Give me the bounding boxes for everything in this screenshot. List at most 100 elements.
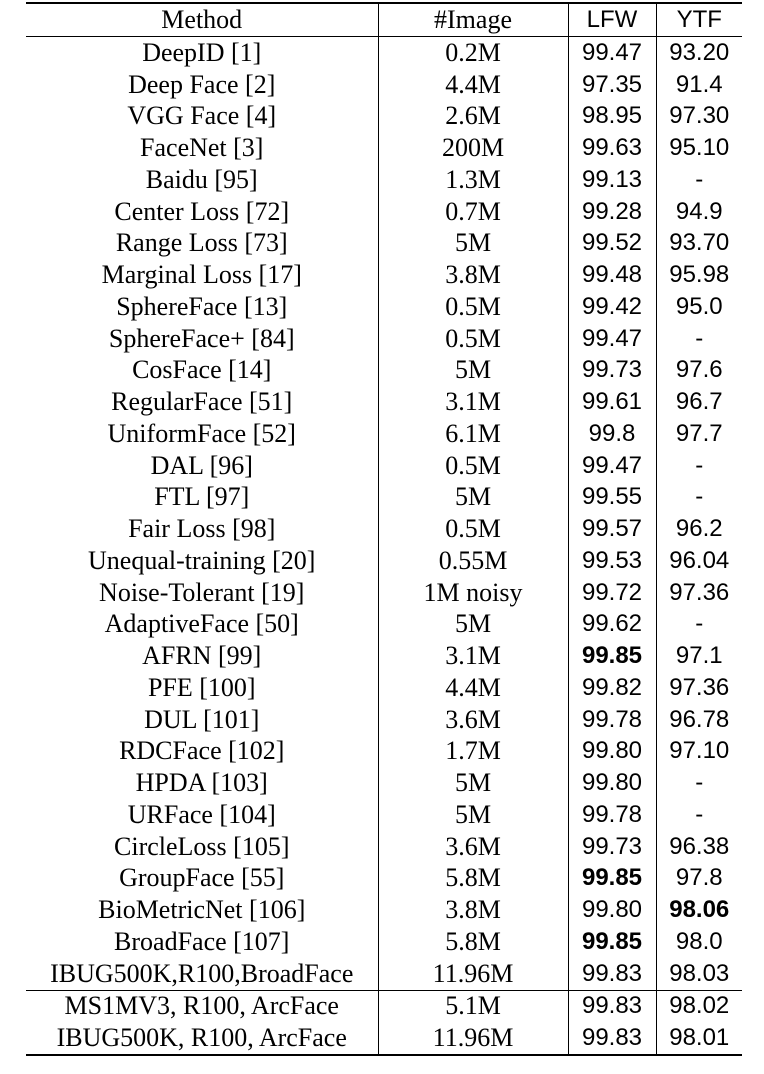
cell-method: CosFace [14] — [132, 355, 272, 385]
cell-method: Fair Loss [98] — [128, 514, 276, 544]
cell-lfw: 99.80 — [567, 767, 656, 799]
cell-method: AFRN [99] — [142, 641, 262, 671]
table-row: SphereFace [13] 0.5M 99.42 95.0 — [26, 291, 742, 323]
cell-lfw: 99.47 — [567, 322, 656, 355]
cell-image: 3.1M — [377, 386, 568, 418]
cell-image: 3.8M — [377, 894, 568, 926]
cell-method: AdaptiveFace [50] — [104, 609, 299, 639]
cell-lfw: 99.53 — [567, 545, 656, 577]
cell-lfw: 99.55 — [567, 481, 656, 514]
table-row: CircleLoss [105] 3.6M 99.73 96.38 — [26, 830, 742, 863]
cell-ytf: 96.7 — [655, 386, 742, 418]
cell-method: Noise-Tolerant [19] — [99, 577, 305, 607]
cell-lfw: 99.78 — [567, 799, 656, 831]
cell-ytf: 97.6 — [655, 354, 742, 387]
cell-method: SphereFace [13] — [116, 291, 288, 321]
cell-lfw: 99.85 — [567, 862, 656, 895]
cell-ytf: 97.7 — [655, 418, 742, 450]
cell-method: DAL [96] — [150, 450, 253, 480]
table-row: DAL [96] 0.5M 99.47- — [26, 449, 742, 482]
cell-lfw: 99.82 — [567, 672, 656, 704]
cell-method: SphereFace+ [84] — [108, 323, 295, 353]
cell-method: RDCFace [102] — [119, 736, 285, 766]
cell-ytf: 97.36 — [655, 672, 742, 704]
cell-ytf: 98.02 — [655, 989, 742, 1023]
cell-image: 3.6M — [377, 830, 568, 863]
cell-ytf: 96.78 — [655, 703, 742, 736]
cell-image: 0.7M — [377, 195, 568, 228]
cell-image: 0.5M — [377, 291, 568, 323]
cell-lfw: 99.85 — [567, 926, 656, 958]
cell-method: BroadFace [107] — [114, 926, 290, 956]
cell-method: GroupFace [55] — [119, 863, 285, 893]
table-row: Deep Face [2] 4.4M 97.35 91.4 — [26, 68, 742, 101]
cell-image: 3.1M — [377, 640, 568, 672]
results-table: Method #Image LFW YTF DeepID [1] 0.2M 99.4… — [26, 2, 742, 1056]
cell-ytf: 97.8 — [655, 862, 742, 895]
table-row: Noise-Tolerant [19] 1M noisy 99.72 97.36 — [26, 576, 742, 609]
cell-image: 11.96M — [377, 1022, 568, 1056]
table-row: MS1MV3, R100, ArcFace 5.1M 99.83 98.02 — [26, 989, 742, 1023]
cell-ytf: - — [655, 799, 742, 831]
header-row: Method #Image LFW YTF — [26, 2, 742, 37]
cell-image: 4.4M — [377, 672, 568, 704]
cell-ytf: - — [655, 481, 742, 514]
cell-method: CircleLoss [105] — [114, 831, 290, 861]
cell-method: FaceNet [3] — [140, 133, 264, 163]
cell-image: 5M — [377, 799, 568, 831]
cell-ytf: 98.0 — [655, 926, 742, 958]
cell-image: 4.4M — [377, 68, 568, 101]
cell-ytf: 98.06 — [655, 894, 742, 926]
table-row: DeepID [1] 0.2M 99.47 93.20 — [26, 36, 742, 69]
cell-image: 5M — [377, 354, 568, 387]
cell-image: 200M — [377, 132, 568, 164]
cell-image: 0.55M — [377, 545, 568, 577]
table-row: BroadFace [107] 5.8M 99.85 98.0 — [26, 926, 742, 958]
table-row: RegularFace [51] 3.1M 99.61 96.7 — [26, 386, 742, 418]
cell-ytf: 96.04 — [655, 545, 742, 577]
cell-ytf: 93.70 — [655, 227, 742, 260]
cell-lfw: 99.80 — [567, 735, 656, 768]
cell-image: 0.5M — [377, 513, 568, 545]
cell-method: MS1MV3, R100, ArcFace — [26, 989, 378, 1023]
cell-image: 5.8M — [377, 926, 568, 958]
table-row: UniformFace [52] 6.1M 99.8 97.7 — [26, 418, 742, 450]
cell-ytf: 98.01 — [655, 1022, 742, 1056]
cell-ytf: - — [655, 608, 742, 641]
cell-method: URFace [104] — [127, 799, 276, 829]
cell-lfw: 99.47 — [567, 36, 656, 69]
cell-method: Deep Face [2] — [128, 69, 276, 99]
cell-lfw: 99.13 — [567, 164, 656, 196]
header-lfw: LFW — [567, 2, 656, 37]
cell-lfw: 99.48 — [567, 259, 656, 291]
cell-ytf: 91.4 — [655, 68, 742, 101]
header-image: #Image — [377, 2, 568, 37]
header-ytf: YTF — [655, 2, 742, 37]
cell-image: 5M — [377, 481, 568, 514]
cell-ytf: 93.20 — [655, 36, 742, 69]
cell-lfw: 99.42 — [567, 291, 656, 323]
cell-ytf: 98.03 — [655, 957, 742, 990]
cell-method: DUL [101] — [144, 704, 260, 734]
cell-lfw: 99.73 — [567, 354, 656, 387]
cell-method: Center Loss [72] — [114, 196, 290, 226]
cell-image: 5.8M — [377, 862, 568, 895]
cell-image: 2.6M — [377, 100, 568, 133]
table-row: VGG Face [4] 2.6M 98.95 97.30 — [26, 100, 742, 133]
table-row: HPDA [103] 5M 99.80- — [26, 767, 742, 799]
cell-method: PFE [100] — [147, 672, 256, 702]
table-row: BioMetricNet [106] 3.8M 99.80 98.06 — [26, 894, 742, 926]
cell-ytf: 97.36 — [655, 576, 742, 609]
cell-lfw: 99.80 — [567, 894, 656, 926]
cell-ytf: 97.10 — [655, 735, 742, 768]
cell-method: FTL [97] — [154, 482, 250, 512]
table-row: GroupFace [55] 5.8M 99.85 97.8 — [26, 862, 742, 895]
cell-lfw: 99.72 — [567, 576, 656, 609]
cell-lfw: 99.73 — [567, 830, 656, 863]
cell-ytf: - — [655, 322, 742, 355]
table-row: Center Loss [72] 0.7M 99.28 94.9 — [26, 195, 742, 228]
table-body-extra: MS1MV3, R100, ArcFace 5.1M 99.83 98.02 IBUG5… — [26, 989, 742, 1056]
cell-method: UniformFace [52] — [107, 418, 296, 448]
table-row: RDCFace [102] 1.7M 99.80 97.10 — [26, 735, 742, 768]
cell-lfw: 97.35 — [567, 68, 656, 101]
